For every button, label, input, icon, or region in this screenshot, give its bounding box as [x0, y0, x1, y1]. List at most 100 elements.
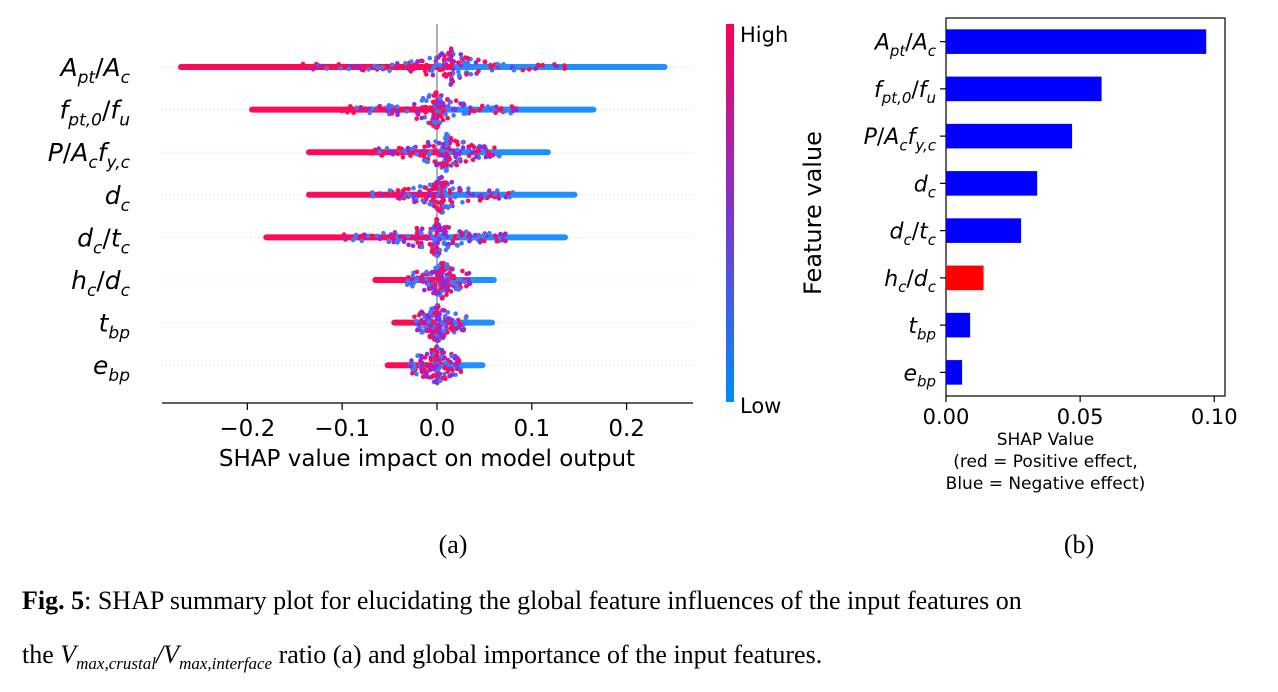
shap-point — [467, 238, 472, 244]
shap-point — [456, 358, 462, 364]
shap-point — [503, 231, 508, 236]
shap-point — [397, 196, 402, 201]
shap-point — [414, 371, 419, 377]
shap-point — [380, 65, 385, 70]
shap-point — [446, 320, 452, 326]
shap-point — [454, 162, 460, 168]
shap-point — [389, 62, 395, 68]
shap-point — [414, 230, 420, 236]
shap-point — [447, 51, 453, 56]
shap-point — [506, 190, 512, 196]
shap-point — [445, 97, 450, 102]
shap-point — [406, 242, 411, 248]
shap-point — [428, 286, 434, 291]
shap-point — [336, 62, 342, 67]
shap-point — [416, 321, 421, 327]
shap-point — [457, 185, 462, 191]
shap-point — [350, 237, 356, 243]
shap-point — [395, 188, 401, 193]
figure-caption-line-1: Fig. 5: SHAP summary plot for elucidatin… — [22, 586, 1022, 616]
shap-point — [449, 76, 455, 82]
shap-point — [415, 353, 420, 359]
x-tick-label: −0.2 — [219, 416, 275, 442]
shap-point — [404, 109, 410, 114]
shap-point — [434, 90, 439, 95]
shap-point — [455, 142, 461, 147]
shap-beeswarm-chart: Apt​/Ac​ fpt,0​/fu​ P/Ac​fy,c​ dc​ dc​/tc​ hc… — [48, 23, 827, 472]
importance-bar — [946, 360, 963, 385]
shap-point — [379, 193, 385, 198]
shap-importance-bar-chart: Apt​/Ac​ fpt,0​/fu​ P/Ac​fy,c​ dc​ dc​/tc​ hc… — [864, 17, 1238, 494]
shap-point — [432, 379, 438, 384]
shap-point — [427, 201, 432, 207]
shap-point — [420, 198, 425, 203]
shap-point — [495, 188, 500, 193]
shap-point — [437, 208, 443, 214]
shap-point — [435, 200, 441, 205]
shap-point — [510, 190, 516, 195]
shap-point — [433, 265, 438, 271]
shap-point — [456, 151, 461, 156]
shap-point — [487, 230, 492, 236]
shap-point — [468, 105, 473, 110]
shap-point — [482, 59, 488, 65]
shap-point — [434, 374, 440, 380]
shap-point — [443, 112, 448, 117]
shap-point — [361, 67, 366, 73]
feature-label: dc​/tc​ — [77, 223, 130, 258]
shap-point — [453, 353, 458, 359]
shap-point — [388, 232, 394, 237]
shap-point — [379, 153, 385, 158]
shap-point — [410, 243, 416, 249]
shap-point — [444, 262, 450, 267]
shap-point — [450, 367, 455, 373]
shap-point — [412, 236, 418, 241]
shap-point — [367, 110, 373, 116]
shap-point — [461, 326, 467, 332]
shap-point — [482, 194, 488, 199]
shap-point — [431, 93, 437, 98]
shap-point — [444, 74, 449, 79]
x-axis-label: SHAP value impact on model output — [219, 446, 635, 472]
shap-point — [456, 73, 462, 78]
figure-number: Fig. 5 — [22, 586, 85, 615]
shap-point — [434, 108, 440, 114]
shap-point — [445, 115, 451, 121]
shap-point — [437, 62, 443, 68]
shap-point — [310, 67, 316, 72]
shap-point — [446, 57, 451, 62]
importance-bar — [946, 29, 1207, 54]
shap-point — [422, 144, 427, 150]
shap-point — [437, 176, 442, 181]
importance-bar — [946, 171, 1038, 196]
caption-text-1: : SHAP summary plot for elucidating the … — [84, 586, 1022, 615]
shap-point — [442, 375, 448, 380]
shap-point — [437, 237, 443, 242]
shap-point — [438, 378, 443, 384]
shap-point — [455, 366, 461, 372]
x-tick-label: −0.1 — [314, 416, 370, 442]
shap-point — [375, 65, 381, 70]
shap-point — [444, 136, 449, 142]
shap-point — [434, 102, 440, 107]
shap-point — [426, 319, 432, 324]
shap-point — [439, 267, 445, 273]
shap-point — [434, 217, 439, 222]
feature-label: hc​/dc​ — [884, 267, 937, 296]
shap-point — [454, 361, 460, 367]
shap-point — [433, 237, 438, 242]
shap-point — [414, 116, 420, 121]
shap-point — [428, 120, 433, 126]
shap-point — [434, 337, 440, 342]
feature-label: P/Ac​fy,c​ — [48, 138, 131, 173]
shap-point — [405, 282, 410, 288]
shap-point — [415, 59, 420, 64]
shap-point — [476, 232, 482, 238]
shap-point — [427, 334, 433, 340]
shap-point — [420, 374, 426, 380]
shap-point — [424, 269, 429, 275]
shap-point — [419, 244, 425, 250]
shap-point — [448, 65, 453, 70]
shap-point — [441, 164, 446, 169]
beeswarm-row — [384, 344, 486, 386]
